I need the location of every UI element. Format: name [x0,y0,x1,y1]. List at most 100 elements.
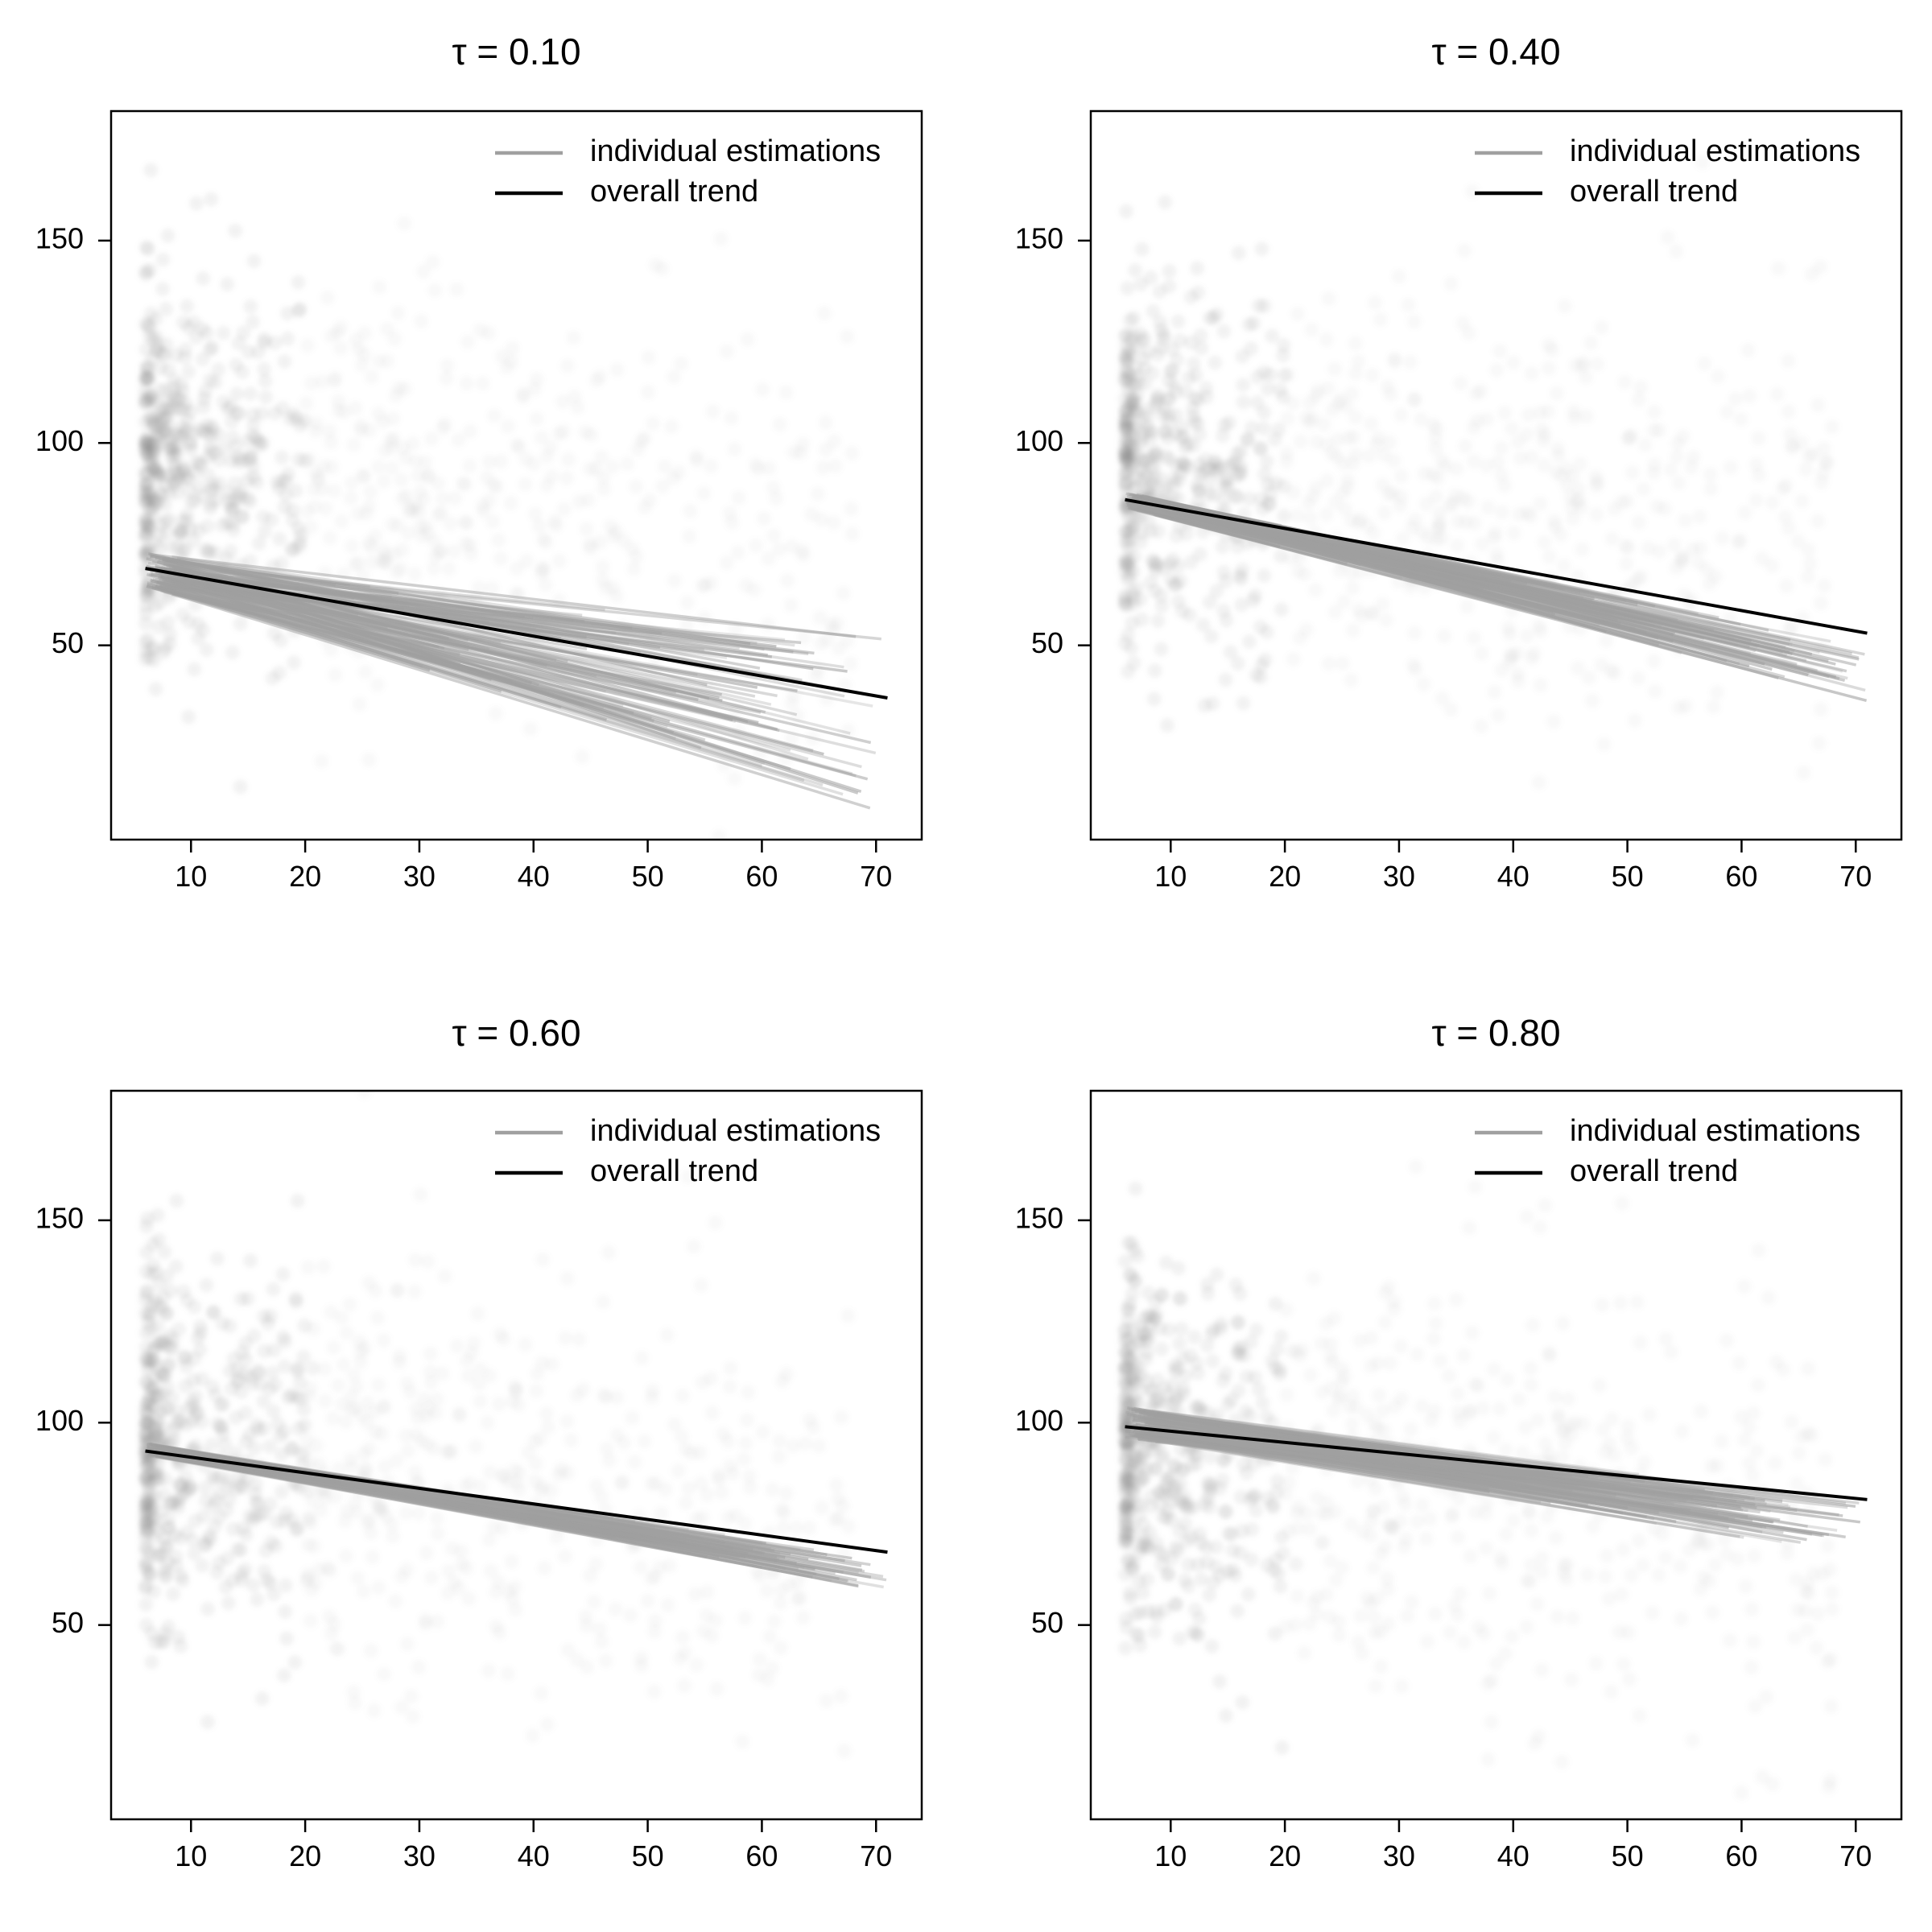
scatter-point [790,708,805,724]
scatter-point [659,1327,675,1343]
scatter-point [1685,1732,1700,1748]
scatter-point [1278,1302,1294,1317]
scatter-point [1344,672,1359,687]
scatter-point [1435,530,1450,546]
scatter-point [522,721,538,737]
scatter-point [492,1624,507,1640]
scatter-point [1631,1533,1646,1548]
scatter-point [1166,1377,1181,1392]
scatter-point [337,1513,353,1529]
scatter-point [1335,485,1350,501]
scatter-point [1719,1547,1734,1563]
scatter-point [704,1406,720,1421]
scatter-point [259,1572,275,1587]
scatter-point [1722,1633,1737,1648]
scatter-point [1621,430,1637,445]
legend-label: individual estimations [1570,134,1860,168]
scatter-point [147,1518,163,1534]
scatter-point [1597,1569,1612,1584]
scatter-point [368,1424,383,1439]
scatter-point [407,1284,422,1299]
y-tick-label: 50 [1031,626,1063,659]
scatter-point [1598,1444,1613,1459]
scatter-point [1637,437,1653,452]
scatter-point [1120,1301,1135,1316]
scatter-point [708,1215,723,1230]
scatter-point [246,459,261,474]
scatter-point [609,1389,625,1405]
individual-estimation-line [1132,1434,1659,1515]
scatter-point [350,1571,365,1586]
scatter-point [196,1509,212,1524]
scatter-point [175,607,190,622]
scatter-point [740,332,755,347]
scatter-point [198,384,213,398]
scatter-point [1168,1459,1183,1474]
scatter-point [789,1520,804,1535]
scatter-point [258,374,273,389]
scatter-point [247,1441,262,1456]
scatter-point [1133,277,1149,292]
scatter-point [1624,1567,1639,1583]
scatter-point [1122,1585,1137,1600]
scatter-point [1455,490,1470,506]
scatter-point [184,494,199,509]
scatter-point [324,434,339,449]
scatter-point [1158,195,1173,210]
scatter-point [1153,1496,1168,1512]
scatter-point [1348,336,1363,351]
scatter-point [233,1385,249,1399]
scatter-point [1809,1641,1824,1655]
scatter-point [301,1260,316,1275]
scatter-point [1129,339,1144,354]
scatter-point [1267,1626,1282,1641]
scatter-point [401,526,416,541]
scatter-point [1492,1402,1507,1417]
scatter-point [1393,407,1409,423]
scatter-point [1275,348,1290,363]
scatter-point [765,1661,779,1676]
scatter-point [143,163,159,178]
scatter-point [212,452,227,468]
scatter-point [671,464,687,480]
scatter-point [180,299,195,314]
scatter-point [1372,1388,1387,1403]
scatter-point [660,1597,675,1612]
scatter-point [1585,693,1600,708]
scatter-point [1192,1526,1208,1542]
scatter-point [159,479,174,494]
legend-label: overall trend [590,175,758,208]
scatter-point [728,621,743,637]
scatter-point [369,677,385,692]
scatter-point [1273,1579,1288,1594]
scatter-point [405,1709,420,1724]
x-tick-label: 20 [1269,1839,1301,1872]
scatter-point [1789,1572,1804,1587]
scatter-point [1192,466,1207,481]
scatter-point [1428,1606,1443,1621]
scatter-point [1702,576,1717,591]
scatter-point [594,1489,609,1505]
scatter-point [278,1604,293,1620]
scatter-point [384,1517,399,1532]
scatter-point [1348,447,1364,462]
scatter-point [1133,1497,1148,1513]
scatter-point [356,1583,371,1599]
scatter-point [843,656,858,671]
scatter-point [328,667,343,683]
scatter-point [1168,1596,1183,1612]
scatter-point [397,382,412,396]
plot-frame [1089,1089,1903,1821]
scatter-point [402,1385,418,1400]
scatter-point [1505,355,1521,370]
scatter-point [296,1402,312,1417]
scatter-point [1524,650,1539,666]
scatter-point [1744,1602,1760,1616]
scatter-point [1426,1296,1442,1311]
scatter-point [1376,447,1391,462]
scatter-point [1146,303,1161,319]
x-tick-label: 30 [1383,1839,1415,1872]
individual-estimation-line [1158,1413,1705,1492]
scatter-point [1804,1427,1819,1443]
scatter-point [1489,362,1505,378]
